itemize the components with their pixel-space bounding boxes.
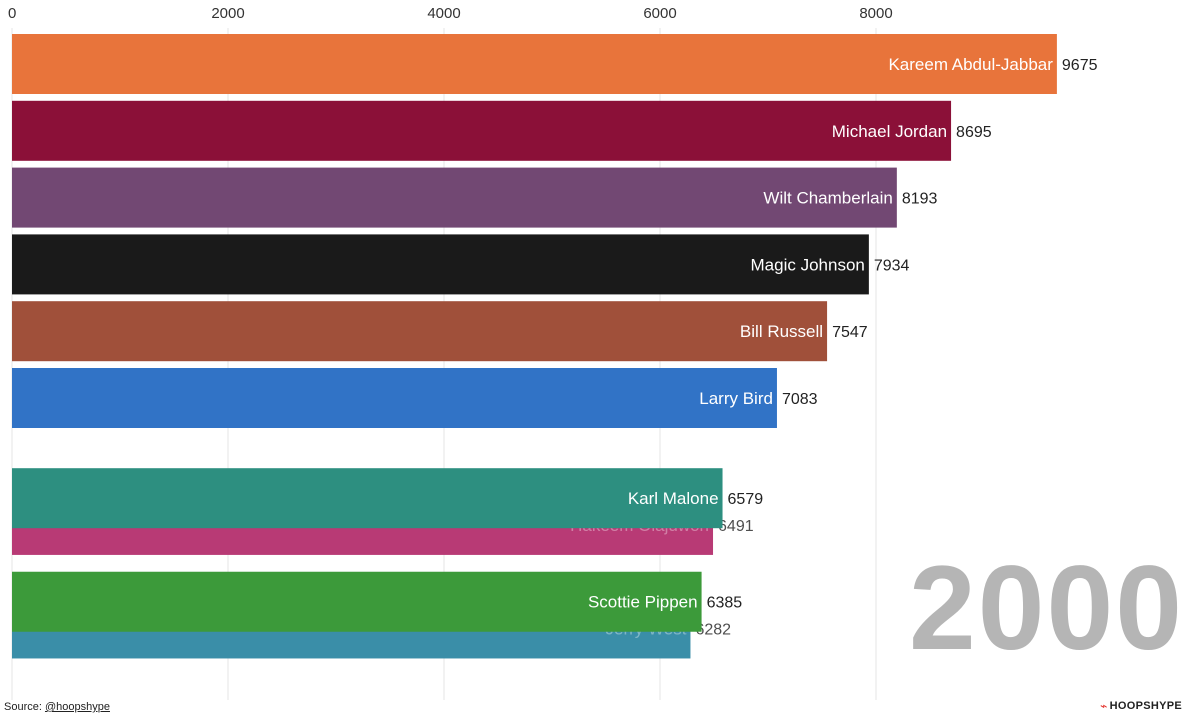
source-prefix: Source: xyxy=(4,701,45,713)
brand-logo: ⌁ HOOPSHYPE xyxy=(1100,699,1182,713)
bar-value-label: 6282 xyxy=(695,621,731,638)
x-tick-label: 0 xyxy=(8,5,16,22)
bar-name-label: Magic Johnson xyxy=(751,255,865,274)
bar xyxy=(12,301,828,362)
bar-group: Magic Johnson 7934 xyxy=(12,234,910,295)
bar-group: Kareem Abdul-Jabbar 9675 xyxy=(12,34,1098,94)
bar-group: Bill Russell 7547 xyxy=(12,301,868,362)
pulse-icon: ⌁ xyxy=(1100,699,1108,713)
year-label: 2000 xyxy=(909,541,1184,675)
bar-value-label: 6579 xyxy=(728,491,764,508)
bar xyxy=(12,167,897,228)
bars: Kareem Abdul-Jabbar 9675 Michael Jordan 869… xyxy=(12,34,1098,659)
x-tick-label: 2000 xyxy=(211,5,244,22)
bar-group: Michael Jordan 8695 xyxy=(12,100,992,161)
x-axis-ticks: 0 2000 4000 6000 8000 xyxy=(8,5,893,22)
bar xyxy=(12,234,869,295)
bar-name-label: Scottie Pippen xyxy=(588,593,698,612)
bar-value-label: 7083 xyxy=(782,391,818,408)
bar-value-label: 8695 xyxy=(956,124,992,141)
bar-group: Larry Bird 7083 xyxy=(12,368,818,428)
source-note: Source: @hoopshype xyxy=(4,701,110,713)
x-tick-label: 4000 xyxy=(427,5,460,22)
bar-name-label: Karl Malone xyxy=(628,489,719,508)
x-tick-label: 8000 xyxy=(859,5,892,22)
bar-value-label: 9675 xyxy=(1062,57,1098,74)
bar-group: Wilt Chamberlain 8193 xyxy=(12,167,938,228)
bar xyxy=(12,368,777,428)
bar xyxy=(12,100,952,161)
bar-name-label: Michael Jordan xyxy=(832,122,947,141)
bar-chart-race: 0 2000 4000 6000 8000 Kareem Abdul-Jabbar 967… xyxy=(8,5,1098,700)
bar-value-label: 7934 xyxy=(874,257,910,274)
bar-group: Scottie Pippen 6385 xyxy=(12,571,743,632)
bar-value-label: 7547 xyxy=(832,324,868,341)
bar xyxy=(12,571,702,632)
bar-value-label: 8193 xyxy=(902,191,938,208)
bar xyxy=(12,34,1057,94)
bar xyxy=(12,468,723,529)
bar-name-label: Kareem Abdul-Jabbar xyxy=(888,55,1053,74)
bar-group: Karl Malone 6579 xyxy=(12,468,764,529)
x-tick-label: 6000 xyxy=(643,5,676,22)
bar-value-label: 6385 xyxy=(707,595,743,612)
bar-name-label: Bill Russell xyxy=(740,322,823,341)
brand-name: HOOPSHYPE xyxy=(1109,700,1182,712)
bar-name-label: Larry Bird xyxy=(699,389,773,408)
bar-name-label: Wilt Chamberlain xyxy=(763,189,892,208)
source-link[interactable]: @hoopshype xyxy=(44,701,110,713)
bar-value-label: 6491 xyxy=(718,518,754,535)
